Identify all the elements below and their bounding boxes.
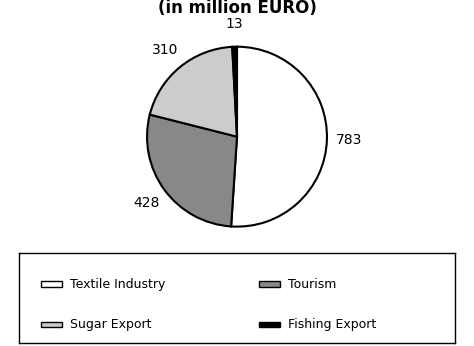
Text: Fishing Export: Fishing Export: [289, 318, 377, 331]
Text: Textile Industry: Textile Industry: [71, 277, 166, 291]
Text: 428: 428: [133, 196, 159, 210]
Text: Sugar Export: Sugar Export: [71, 318, 152, 331]
FancyBboxPatch shape: [41, 322, 62, 327]
Wedge shape: [231, 47, 327, 227]
Wedge shape: [150, 47, 237, 137]
Title: Key Economic Sectors in 1997
(in million EURO): Key Economic Sectors in 1997 (in million…: [96, 0, 378, 17]
Wedge shape: [232, 47, 237, 137]
Text: Tourism: Tourism: [289, 277, 337, 291]
Text: 310: 310: [153, 43, 179, 57]
Text: 783: 783: [336, 133, 363, 147]
Text: 13: 13: [225, 17, 243, 31]
FancyBboxPatch shape: [259, 322, 280, 327]
Wedge shape: [147, 115, 237, 226]
FancyBboxPatch shape: [41, 281, 62, 287]
FancyBboxPatch shape: [259, 281, 280, 287]
